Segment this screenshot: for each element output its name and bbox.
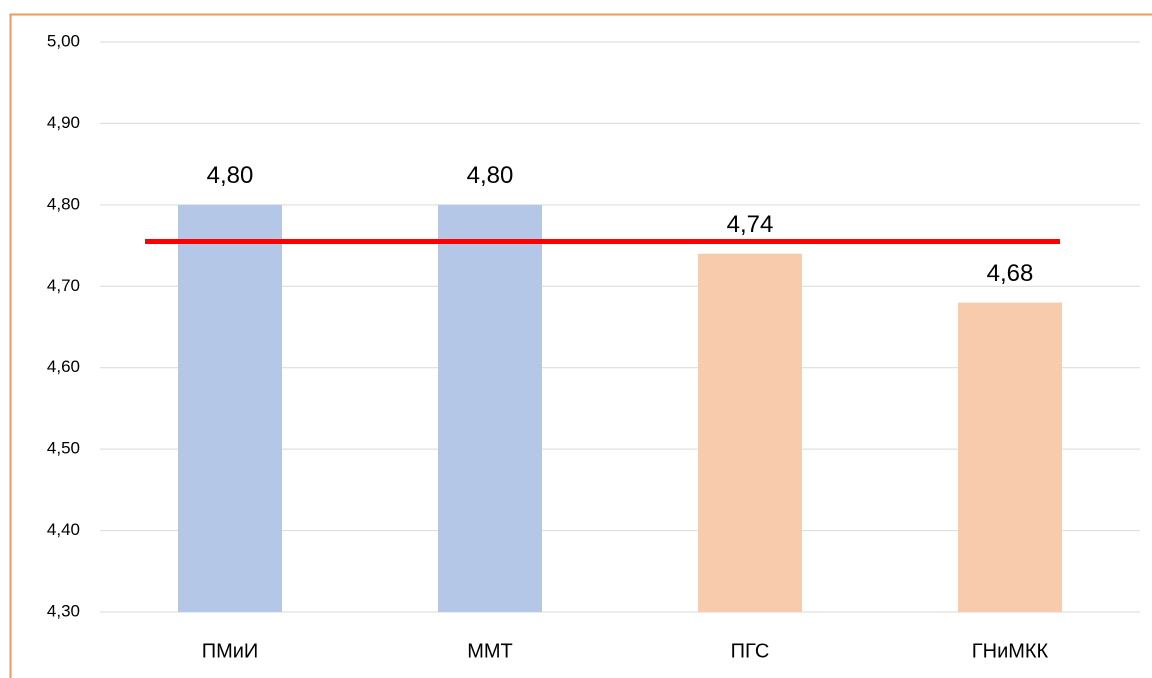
x-tick-label: ГНиМКК: [972, 640, 1049, 662]
y-tick-label: 4,60: [47, 357, 80, 376]
value-label: 4,74: [727, 211, 774, 238]
x-tick-label: ММТ: [467, 640, 513, 662]
bar: [178, 204, 282, 612]
y-tick-label: 4,70: [47, 276, 80, 295]
bar: [698, 253, 802, 612]
y-tick-label: 4,40: [47, 520, 80, 539]
value-label: 4,80: [207, 162, 254, 189]
bar: [958, 302, 1062, 612]
value-label: 4,80: [467, 162, 514, 189]
y-tick-label: 4,30: [47, 601, 80, 620]
y-tick-label: 4,90: [47, 113, 80, 132]
value-label: 4,68: [987, 260, 1034, 287]
chart-frame: [9, 13, 1152, 678]
x-tick-label: ПМиИ: [202, 640, 259, 662]
y-tick-label: 5,00: [47, 31, 80, 50]
y-tick-label: 4,50: [47, 439, 80, 458]
bar: [438, 204, 542, 612]
x-tick-label: ПГС: [731, 640, 770, 662]
y-tick-label: 4,80: [47, 194, 80, 213]
